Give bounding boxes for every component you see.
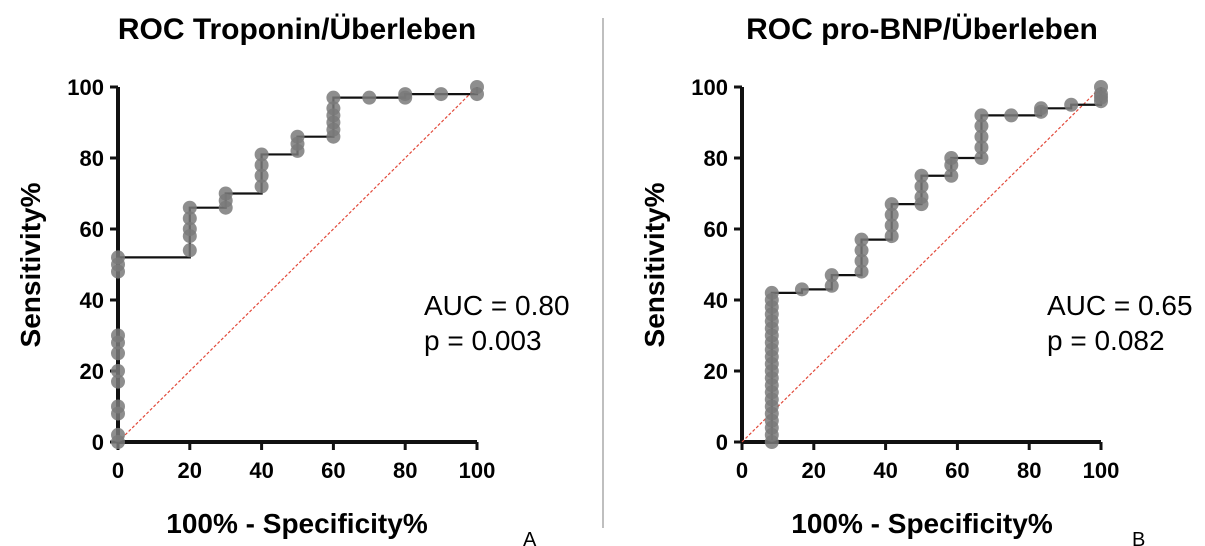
data-point xyxy=(974,140,989,155)
data-point xyxy=(824,278,839,293)
x-tick-label: 40 xyxy=(873,458,897,483)
data-point xyxy=(254,158,269,173)
y-tick-label: 100 xyxy=(67,75,104,100)
p-value-annotation: p = 0.003 xyxy=(424,325,542,356)
data-point xyxy=(182,200,197,215)
data-point xyxy=(326,90,341,105)
x-tick-label: 40 xyxy=(249,458,273,483)
y-tick-label: 40 xyxy=(80,288,104,313)
reference-diagonal-line xyxy=(117,86,478,443)
y-tick-label: 100 xyxy=(691,75,728,100)
data-point xyxy=(111,328,125,343)
x-tick-label: 60 xyxy=(945,458,969,483)
chart-title: ROC Troponin/Überleben xyxy=(118,13,476,46)
data-point xyxy=(111,364,125,378)
data-point xyxy=(111,427,125,442)
data-point xyxy=(854,264,869,279)
data-point xyxy=(111,346,125,361)
data-point xyxy=(434,87,449,102)
chart-panel-a: ROC Troponin/Überleben Sensitivity% 100%… xyxy=(15,13,570,546)
data-point xyxy=(974,129,989,144)
y-tick-label: 20 xyxy=(80,359,104,384)
x-tick-label: 20 xyxy=(802,458,826,483)
data-point xyxy=(254,147,269,162)
y-tick-label: 80 xyxy=(80,146,104,171)
x-tick-label: 100 xyxy=(1083,458,1120,483)
chart-title: ROC pro-BNP/Überleben xyxy=(746,13,1098,46)
panel-label: B xyxy=(1132,529,1145,546)
data-point xyxy=(884,207,899,222)
x-tick-label: 60 xyxy=(321,458,345,483)
x-tick-label: 100 xyxy=(459,458,496,483)
y-tick-label: 40 xyxy=(704,288,728,313)
auc-annotation: AUC = 0.80 xyxy=(424,290,570,321)
data-point xyxy=(290,129,305,144)
data-point xyxy=(182,222,197,236)
data-point xyxy=(111,374,125,389)
data-point xyxy=(326,101,341,116)
data-point xyxy=(944,168,959,183)
data-point xyxy=(974,151,989,165)
data-point xyxy=(914,168,929,183)
reference-diagonal-line xyxy=(741,86,1102,443)
data-point xyxy=(398,87,413,102)
data-point xyxy=(914,190,929,205)
data-point xyxy=(254,168,269,183)
data-point xyxy=(218,186,233,201)
x-tick-label: 0 xyxy=(736,458,748,483)
x-axis-label: 100% - Specificity% xyxy=(791,508,1053,539)
auc-annotation: AUC = 0.65 xyxy=(1047,290,1193,321)
data-point xyxy=(1034,101,1049,116)
chart-panel-b: ROC pro-BNP/Überleben Sensitivity% 100% … xyxy=(639,13,1193,546)
data-point xyxy=(944,151,959,165)
data-point xyxy=(1004,108,1019,123)
y-tick-label: 80 xyxy=(704,146,728,171)
data-point xyxy=(854,243,869,258)
data-point xyxy=(974,119,989,134)
x-tick-label: 20 xyxy=(178,458,202,483)
data-point xyxy=(794,282,809,297)
data-point xyxy=(182,243,197,258)
data-point xyxy=(1094,80,1108,94)
data-point xyxy=(884,229,899,244)
data-point xyxy=(254,179,269,194)
x-tick-label: 80 xyxy=(1017,458,1041,483)
data-point xyxy=(824,268,839,283)
data-point xyxy=(884,218,899,233)
y-tick-label: 0 xyxy=(716,430,728,455)
data-point xyxy=(914,179,929,194)
data-point xyxy=(111,250,125,265)
x-tick-label: 0 xyxy=(112,458,124,483)
data-point xyxy=(974,108,989,123)
y-tick-label: 60 xyxy=(80,217,104,242)
data-point xyxy=(764,285,779,300)
panel-label: A xyxy=(523,529,537,546)
x-tick-label: 80 xyxy=(393,458,417,483)
data-point xyxy=(182,211,197,226)
y-tick-label: 0 xyxy=(92,430,104,455)
y-tick-label: 20 xyxy=(704,359,728,384)
data-point xyxy=(884,197,899,212)
x-axis-label: 100% - Specificity% xyxy=(166,508,428,539)
p-value-annotation: p = 0.082 xyxy=(1047,325,1165,356)
y-axis-label: Sensitivity% xyxy=(15,182,46,347)
data-point xyxy=(362,90,377,105)
roc-curve xyxy=(770,87,1103,442)
data-point xyxy=(111,399,125,414)
y-axis-label: Sensitivity% xyxy=(639,182,670,347)
y-tick-label: 60 xyxy=(704,217,728,242)
data-point xyxy=(1064,97,1079,112)
data-point xyxy=(470,80,484,94)
data-point xyxy=(854,232,869,247)
data-point xyxy=(854,253,869,268)
